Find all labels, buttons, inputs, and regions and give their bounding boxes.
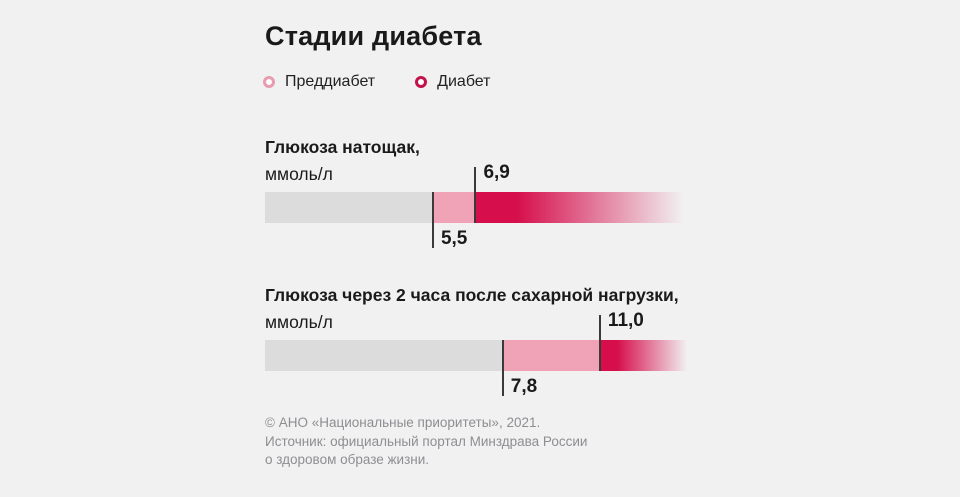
footer-attribution: © АНО «Национальные приоритеты», 2021. И… [265, 414, 587, 470]
segment-prediabetes [501, 340, 599, 371]
prediabetes-ring-icon [263, 76, 275, 88]
tick-lower [431, 192, 434, 248]
scale-bar: 11,0 7,8 [265, 310, 690, 397]
footer-line-source-2: о здоровом образе жизни. [265, 452, 430, 467]
scale-bar-track [265, 192, 690, 223]
legend-item-diabetes: Диабет [415, 73, 491, 91]
page-title: Стадии диабета [265, 21, 482, 51]
chart-glucose-after-load: Глюкоза через 2 часа после сахарной нагр… [265, 282, 695, 397]
chart-title: Глюкоза натощак, [265, 137, 420, 157]
tick-upper [474, 167, 477, 223]
tick-upper-label: 11,0 [607, 310, 644, 331]
footer-line-source: Источник: официальный портал Минздрава Р… [265, 433, 588, 449]
legend-item-prediabetes: Преддиабет [263, 73, 375, 91]
tick-lower-label: 7,8 [510, 376, 538, 397]
tick-lower [501, 340, 504, 396]
tick-lower-label: 5,5 [440, 228, 468, 249]
tick-upper [598, 315, 601, 371]
tick-upper-label: 6,9 [483, 162, 510, 183]
segment-normal [265, 192, 432, 223]
legend-label-prediabetes: Преддиабет [285, 73, 376, 90]
legend: Преддиабет Диабет [263, 73, 491, 91]
chart-unit: ммоль/л [265, 312, 333, 332]
segment-prediabetes [431, 192, 475, 223]
legend-label-diabetes: Диабет [437, 73, 491, 90]
diabetes-ring-icon [415, 76, 428, 88]
segment-diabetes [598, 340, 690, 371]
chart-title: Глюкоза через 2 часа после сахарной нагр… [265, 285, 679, 305]
chart-unit: ммоль/л [265, 164, 333, 184]
chart-fasting-glucose: Глюкоза натощак, ммоль/л 6,9 5,5 [265, 134, 695, 249]
segment-diabetes [474, 192, 690, 223]
scale-bar: 6,9 5,5 [265, 162, 690, 249]
segment-normal [265, 340, 502, 371]
footer-line-copyright: © АНО «Национальные приоритеты», 2021. [265, 415, 541, 430]
scale-bar-track [265, 340, 690, 371]
